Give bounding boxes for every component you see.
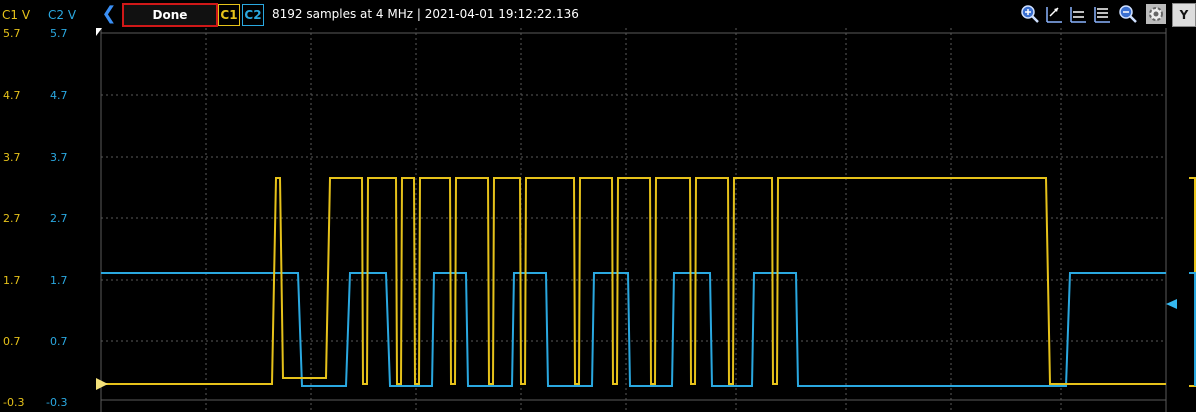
trigger-level-marker-icon[interactable] [1166, 299, 1177, 309]
channel-1-trace [96, 177, 1166, 385]
channel-1-button[interactable]: C1 [218, 4, 240, 26]
toolbar: C1 V C2 V ❮ Done C1 C2 8192 samples at 4… [0, 0, 1196, 28]
c2-tick-label: -0.3 [46, 396, 68, 409]
c1-tick-label: 4.7 [3, 89, 21, 102]
zoom-out-icon[interactable] [1118, 4, 1138, 24]
c1-tick-label: 2.7 [3, 212, 21, 225]
c2-offscreen-trace [1189, 272, 1196, 386]
c1-offset-marker-icon[interactable] [96, 378, 108, 390]
channel-2-trace [101, 272, 1166, 387]
chevron-left-icon[interactable]: ❮ [101, 3, 117, 24]
c1-tick-label: -0.3 [3, 396, 25, 409]
acquisition-info: 8192 samples at 4 MHz | 2021-04-01 19:12… [272, 7, 579, 21]
c2-tick-label: 0.7 [50, 335, 68, 348]
c1-axis-header: C1 V [2, 8, 31, 22]
c2-tick-label: 3.7 [50, 151, 68, 164]
cursor-down-icon[interactable] [1092, 4, 1112, 24]
y-axis-button[interactable]: Y [1172, 3, 1196, 27]
c2-tick-label: 5.7 [50, 27, 68, 40]
c1-tick-label: 1.7 [3, 274, 21, 287]
channel-2-button[interactable]: C2 [242, 4, 264, 26]
settings-icon[interactable] [1146, 4, 1166, 24]
cursor-mid-icon[interactable] [1068, 4, 1088, 24]
zoom-in-icon[interactable] [1020, 4, 1040, 24]
c1-tick-label: 3.7 [3, 151, 21, 164]
c1-tick-label: 5.7 [3, 27, 21, 40]
c1-tick-label: 0.7 [3, 335, 21, 348]
c2-tick-label: 2.7 [50, 212, 68, 225]
c2-axis-header: C2 V [48, 8, 77, 22]
status-button[interactable]: Done [122, 3, 218, 27]
c2-tick-label: 4.7 [50, 89, 68, 102]
trigger-marker-icon [96, 28, 102, 36]
plot-area[interactable] [96, 28, 1196, 412]
grid [100, 28, 1167, 412]
cursor-up-icon[interactable] [1044, 4, 1064, 24]
c2-tick-label: 1.7 [50, 274, 68, 287]
